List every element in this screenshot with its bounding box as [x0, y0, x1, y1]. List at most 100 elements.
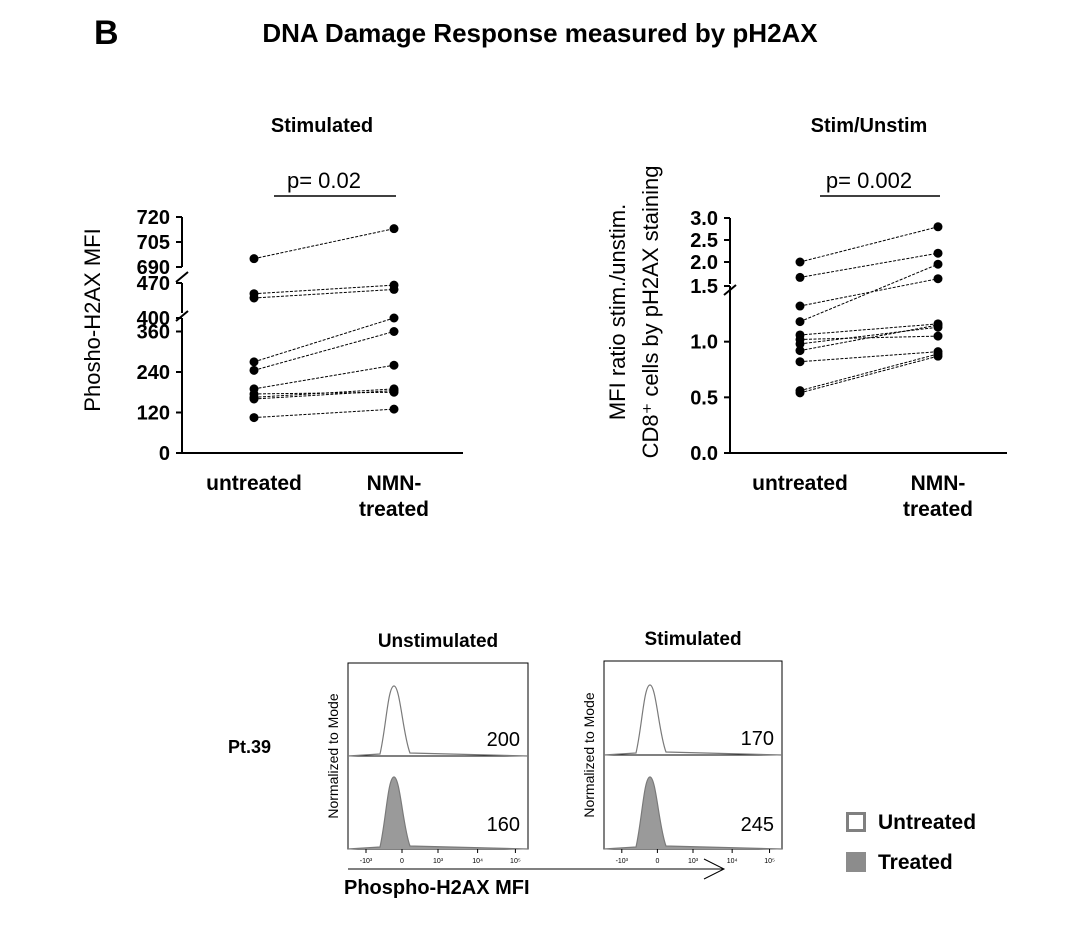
y-axis-label: Phosho-H2AX MFI — [80, 228, 105, 411]
legend-label-treated: Treated — [878, 851, 953, 874]
data-point-untreated — [249, 394, 259, 404]
pair-line — [253, 284, 395, 295]
x-category-label: untreated — [206, 472, 302, 495]
axis-break-mark — [723, 284, 737, 296]
mfi-value-treated: 245 — [741, 814, 774, 836]
chart-title: Stimulated — [271, 115, 373, 137]
histogram-title: Unstimulated — [378, 631, 498, 652]
data-point-treated — [389, 404, 399, 414]
histogram-curve-treated — [347, 776, 529, 850]
x-category-label: untreated — [752, 472, 848, 495]
histogram-x-tick-label: 10⁴ — [472, 858, 483, 865]
pair-line — [799, 252, 939, 278]
data-point-treated — [933, 259, 943, 269]
histogram-curve-untreated — [603, 684, 783, 756]
figure-title: DNA Damage Response measured by pH2AX — [262, 18, 818, 48]
data-point-treated — [933, 320, 943, 330]
pair-line — [799, 353, 939, 392]
data-point-treated — [389, 313, 399, 323]
legend-swatch-treated — [846, 852, 866, 872]
data-point-treated — [933, 222, 943, 232]
chart-stim-unstim-ratio: 0.0 0.5 1.0 1.52.02.53.0 untreated NMN-treate… — [605, 115, 1007, 521]
histogram-unstimulated: 200 160 Unstimulated Normalized to Mode -10³… — [325, 631, 726, 899]
data-point-treated — [933, 331, 943, 341]
data-point-untreated — [795, 272, 805, 282]
y-tick-label: 690 — [137, 257, 170, 279]
panel-letter: B — [94, 14, 119, 52]
histogram-x-tick-label: 10³ — [433, 858, 444, 865]
histogram-curve-untreated — [347, 685, 529, 757]
histogram-x-tick-label: 0 — [655, 858, 659, 865]
y-tick-label: 1.5 — [690, 276, 718, 298]
data-point-treated — [389, 284, 399, 294]
histogram-y-label: Normalized to Mode — [325, 693, 341, 818]
pair-line — [799, 326, 939, 345]
pair-line — [253, 331, 395, 371]
histogram-x-tick-label: 0 — [400, 858, 404, 865]
chart-title: Stim/Unstim — [811, 115, 928, 137]
pair-line — [253, 364, 395, 390]
y-tick-label: 720 — [137, 207, 170, 229]
y-tick-label: 470 — [137, 273, 170, 295]
data-point-untreated — [795, 317, 805, 327]
y-tick-label: 0 — [159, 443, 170, 465]
axis-break-mark — [175, 271, 189, 283]
mfi-value-untreated: 170 — [741, 728, 774, 750]
pair-line — [253, 288, 395, 299]
pair-line — [799, 263, 939, 323]
pair-line — [253, 388, 395, 398]
y-axis-label: CD8⁺ cells by pH2AX staining — [638, 166, 663, 459]
data-point-untreated — [795, 301, 805, 311]
pair-line — [799, 226, 939, 263]
histogram-title: Stimulated — [644, 629, 741, 650]
y-tick-label: 0.0 — [690, 443, 718, 465]
y-tick-label: 1.0 — [690, 332, 718, 354]
histogram-x-tick-label: 10⁵ — [764, 858, 775, 865]
histogram-x-tick-label: -10³ — [360, 858, 373, 865]
data-point-treated — [933, 248, 943, 258]
legend-swatch-untreated — [846, 812, 866, 832]
legend-label-untreated: Untreated — [878, 811, 977, 834]
histogram-y-label: Normalized to Mode — [581, 692, 597, 817]
x-category-label: treated — [359, 498, 429, 521]
data-point-untreated — [795, 339, 805, 349]
y-tick-label: 0.5 — [690, 387, 718, 409]
data-point-untreated — [249, 357, 259, 367]
histogram-x-tick-label: 10⁴ — [727, 858, 738, 865]
x-category-label: NMN- — [911, 472, 966, 495]
pair-line — [253, 228, 395, 260]
data-point-untreated — [795, 257, 805, 267]
y-tick-label: 240 — [137, 362, 170, 384]
data-point-treated — [389, 327, 399, 336]
pair-line — [799, 324, 939, 352]
histogram-x-tick-label: -10³ — [616, 858, 629, 865]
data-point-untreated — [795, 357, 805, 367]
x-category-label: NMN- — [367, 472, 422, 495]
axis-break-mark — [175, 310, 189, 322]
pair-line — [253, 390, 395, 400]
data-point-treated — [389, 386, 399, 396]
data-point-treated — [389, 360, 399, 370]
p-value-annotation: p= 0.02 — [287, 168, 361, 193]
y-tick-label: 2.0 — [690, 252, 718, 274]
pair-line — [799, 355, 939, 394]
data-point-treated — [389, 224, 399, 234]
mfi-value-treated: 160 — [487, 814, 520, 836]
data-point-untreated — [249, 413, 259, 423]
y-tick-label: 120 — [137, 403, 170, 425]
row-label-patient: Pt.39 — [228, 737, 272, 757]
pair-line — [799, 323, 939, 336]
y-tick-label: 3.0 — [690, 208, 718, 230]
x-category-label: treated — [903, 498, 973, 521]
y-tick-label: 360 — [137, 322, 170, 344]
data-point-untreated — [795, 346, 805, 356]
x-arrow-head — [703, 858, 726, 880]
histogram-x-tick-label: 10³ — [688, 858, 699, 865]
y-tick-label: 2.5 — [690, 230, 718, 252]
data-point-untreated — [795, 388, 805, 398]
y-tick-label: 705 — [137, 232, 170, 254]
data-point-untreated — [249, 254, 259, 264]
data-point-untreated — [249, 365, 259, 375]
